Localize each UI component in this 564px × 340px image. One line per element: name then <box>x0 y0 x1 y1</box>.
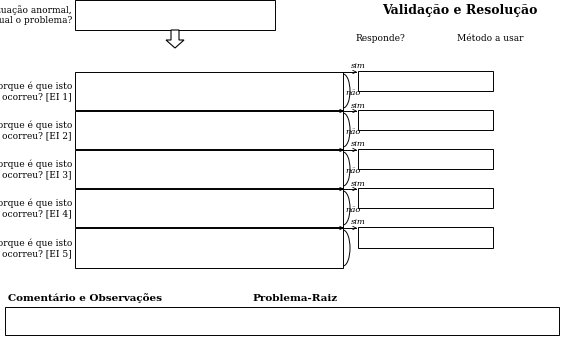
Bar <box>358 110 493 130</box>
Text: Método a usar: Método a usar <box>457 34 523 43</box>
Text: não: não <box>345 89 360 97</box>
Text: sim: sim <box>351 102 366 109</box>
Polygon shape <box>166 30 184 48</box>
Text: sim: sim <box>351 219 366 226</box>
Bar <box>358 227 493 248</box>
Text: Porque é que isto
ocorreu? [EI 4]: Porque é que isto ocorreu? [EI 4] <box>0 198 72 218</box>
Bar <box>75 0 275 30</box>
Text: sim: sim <box>351 180 366 187</box>
Text: sim: sim <box>351 63 366 70</box>
Text: Problema-Raiz: Problema-Raiz <box>253 294 338 303</box>
Text: Porque é que isto
ocorreu? [EI 3]: Porque é que isto ocorreu? [EI 3] <box>0 159 72 179</box>
Text: Validação e Resolução: Validação e Resolução <box>382 4 537 17</box>
Bar <box>75 72 343 110</box>
Text: Comentário e Observações: Comentário e Observações <box>8 293 162 303</box>
Bar <box>358 188 493 208</box>
Text: Porque é que isto
ocorreu? [EI 1]: Porque é que isto ocorreu? [EI 1] <box>0 81 72 101</box>
Text: não: não <box>345 167 360 175</box>
Bar <box>75 189 343 227</box>
Bar <box>75 111 343 149</box>
Bar <box>5 307 559 335</box>
Text: Porque é que isto
ocorreu? [EI 2]: Porque é que isto ocorreu? [EI 2] <box>0 120 72 140</box>
Bar <box>358 149 493 169</box>
Text: sim: sim <box>351 140 366 149</box>
Text: não: não <box>345 206 360 214</box>
Text: Responde?: Responde? <box>355 34 405 43</box>
Bar <box>75 150 343 188</box>
Bar <box>358 71 493 91</box>
Bar <box>75 228 343 268</box>
Text: Qual a situação anormal,
qual o problema?: Qual a situação anormal, qual o problema… <box>0 5 72 25</box>
Text: Porque é que isto
ocorreu? [EI 5]: Porque é que isto ocorreu? [EI 5] <box>0 238 72 258</box>
Text: não: não <box>345 128 360 136</box>
